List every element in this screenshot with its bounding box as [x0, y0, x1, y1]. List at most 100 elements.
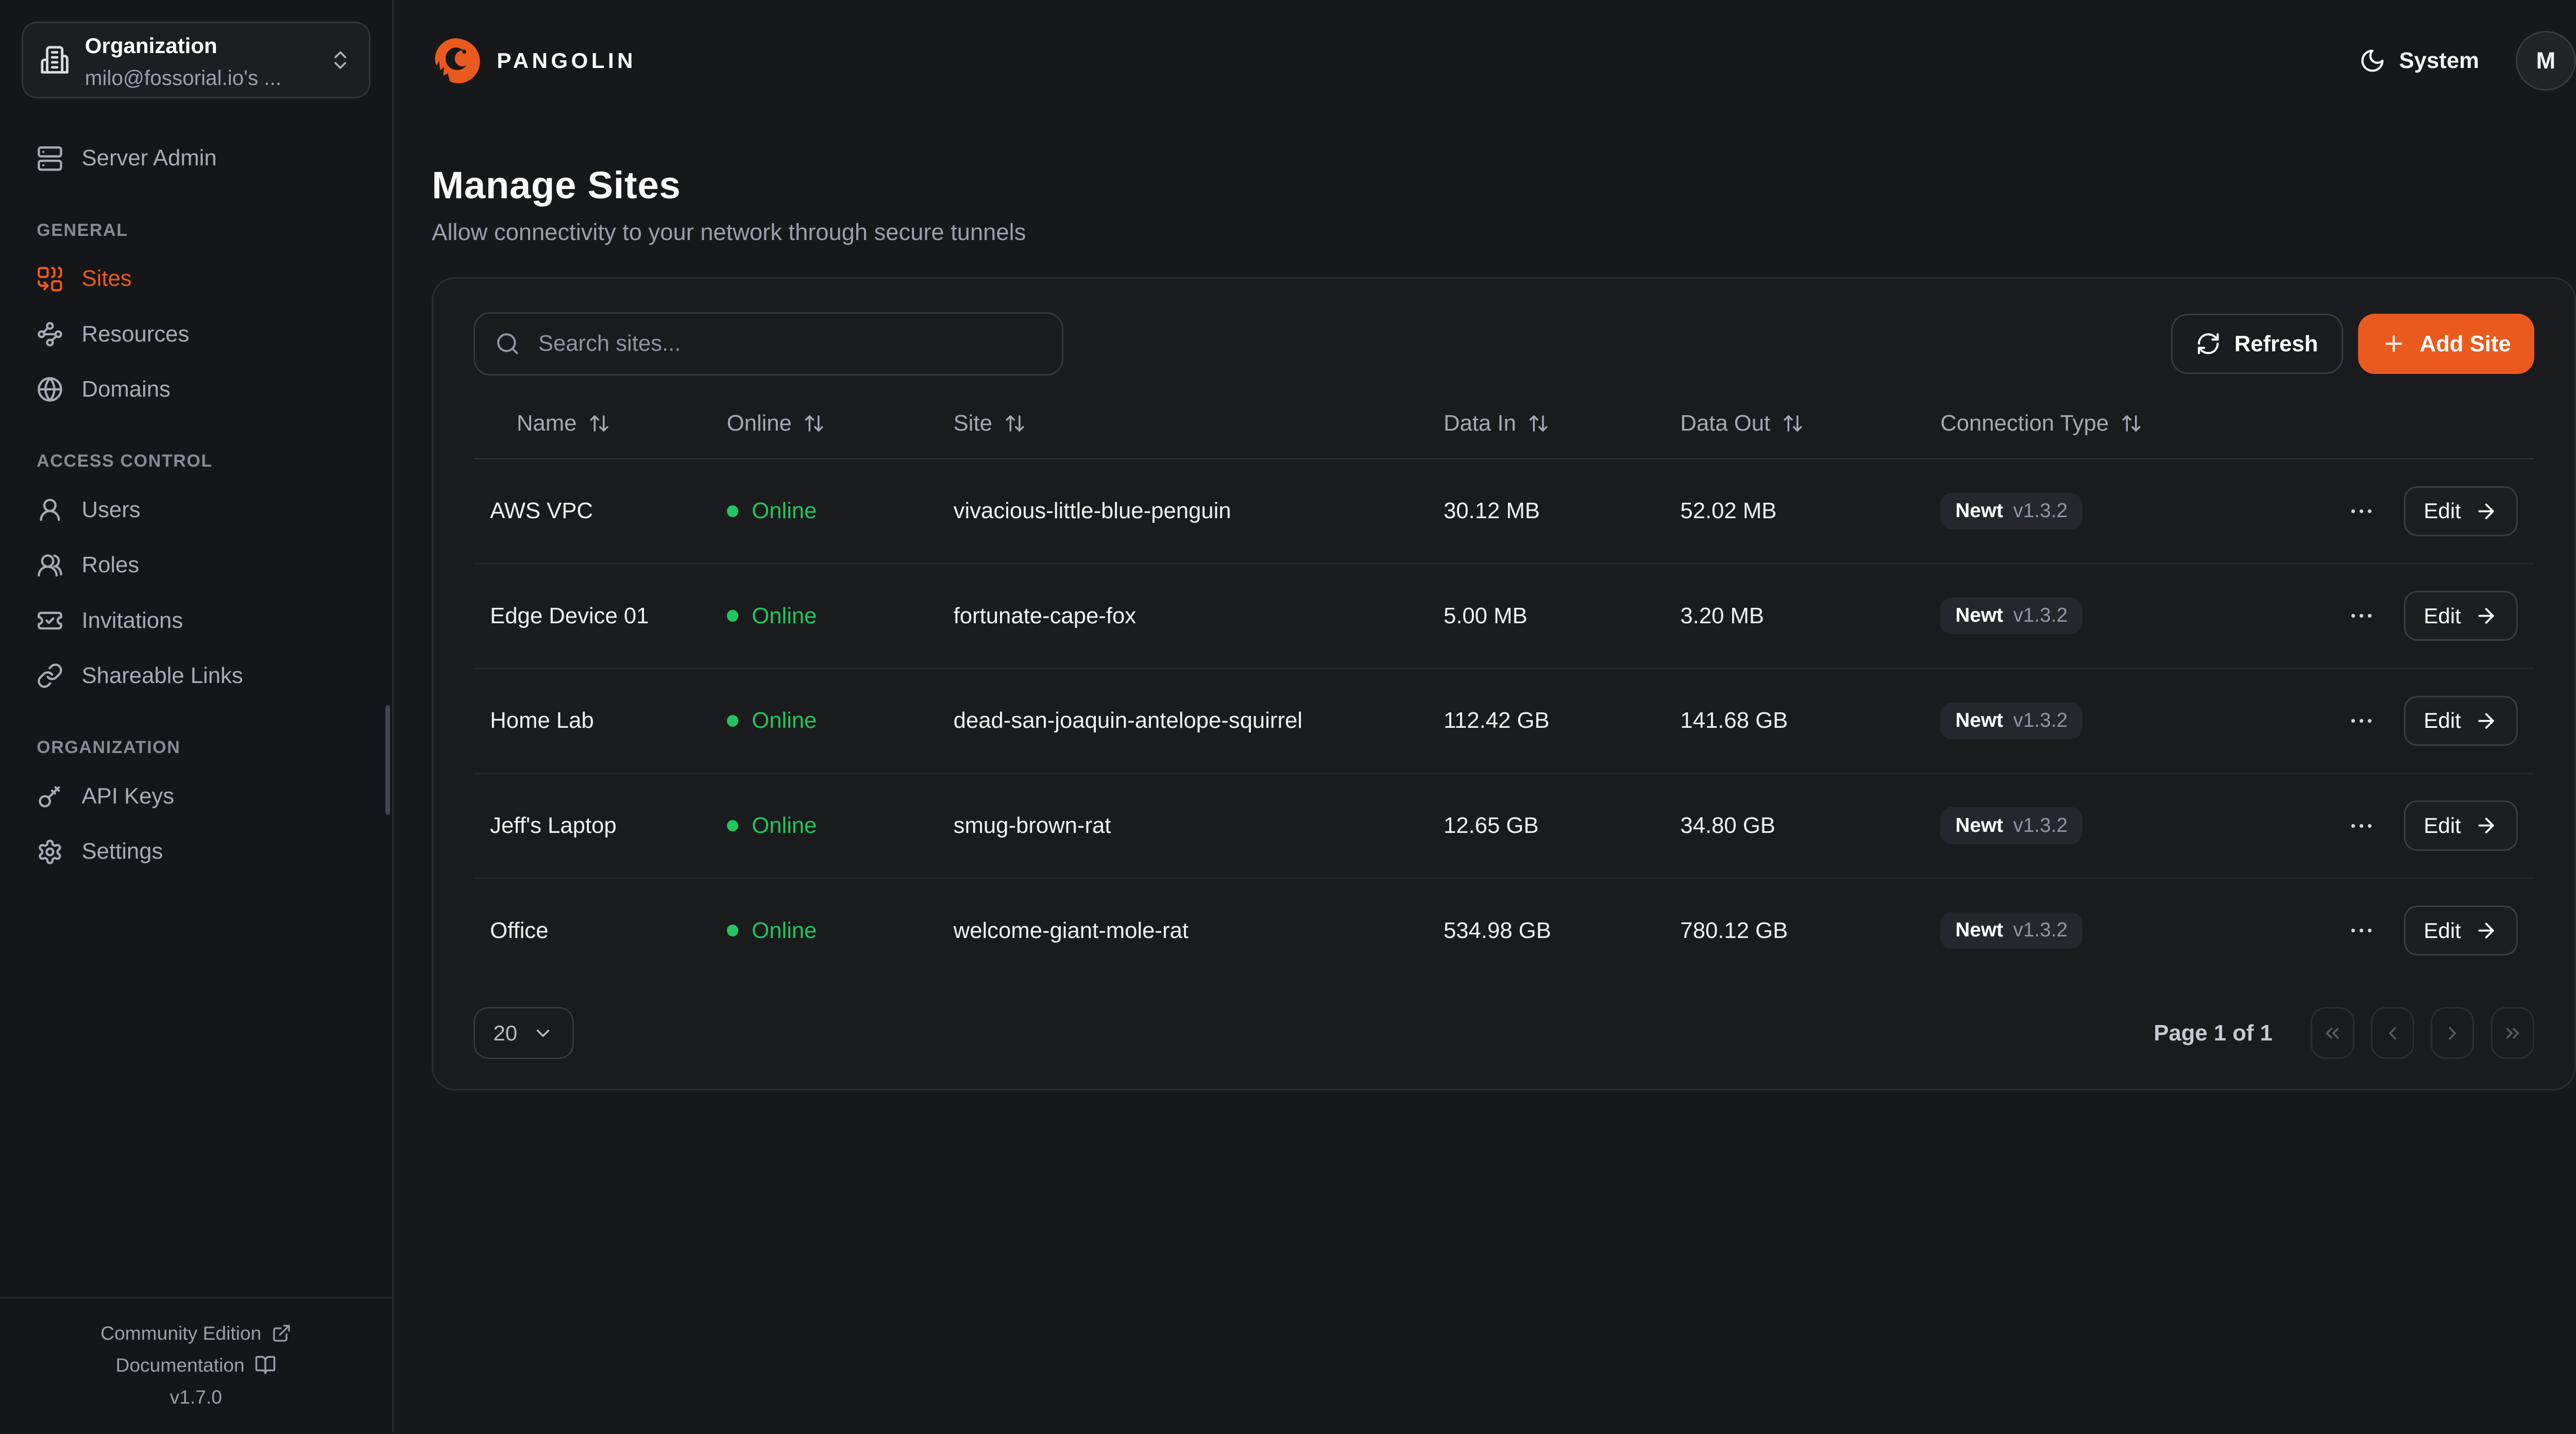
chevron-down-icon	[537, 1029, 550, 1037]
sort-toggle[interactable]: Online	[727, 411, 825, 436]
connection-badge: Newt v1.3.2	[1940, 492, 2083, 530]
sort-toggle[interactable]: Name	[517, 411, 610, 436]
cell-data-in: 112.42 GB	[1427, 668, 1664, 774]
cell-name: Home Lab	[473, 668, 710, 774]
row-menu-button[interactable]	[2344, 913, 2379, 948]
cell-actions: Edit	[2327, 878, 2534, 982]
cell-actions: Edit	[2327, 668, 2534, 774]
cell-name: AWS VPC	[473, 458, 710, 565]
sort-icon	[1006, 415, 1024, 432]
server-icon	[38, 146, 62, 171]
first-page-button[interactable]	[2311, 1007, 2354, 1059]
sidebar-item-invitations[interactable]: Invitations	[23, 594, 368, 647]
cell-connection-type: Newt v1.3.2	[1923, 458, 2327, 565]
cell-data-out: 141.68 GB	[1664, 668, 1924, 774]
sort-toggle[interactable]: Data In	[1444, 411, 1550, 436]
sidebar-scrollbar-thumb[interactable]	[385, 705, 391, 815]
topbar: PANGOLIN System M	[394, 0, 2576, 122]
sidebar-item-settings[interactable]: Settings	[23, 825, 368, 878]
cell-connection-type: Newt v1.3.2	[1923, 773, 2327, 879]
waypoints-icon	[38, 322, 62, 347]
last-page-button[interactable]	[2490, 1007, 2534, 1059]
online-status-dot	[726, 820, 739, 832]
sort-icon	[805, 415, 824, 432]
theme-toggle[interactable]: System	[2359, 47, 2479, 74]
org-switcher[interactable]: Organization milo@fossorial.io's ...	[22, 22, 370, 98]
sidebar-item-server-admin[interactable]: Server Admin	[23, 132, 368, 185]
sidebar-item-label: Resources	[81, 321, 190, 347]
sidebar-item-domains[interactable]: Domains	[23, 363, 368, 416]
sort-icon	[590, 415, 608, 432]
connection-version: v1.3.2	[2013, 709, 2068, 731]
theme-label: System	[2399, 48, 2479, 74]
connection-name: Newt	[1955, 919, 2004, 942]
chevron-right-icon	[2449, 1027, 2456, 1039]
sidebar-item-shareable-links[interactable]: Shareable Links	[23, 649, 368, 703]
key-icon	[39, 786, 60, 808]
sort-toggle[interactable]: Data Out	[1680, 411, 1803, 436]
refresh-button[interactable]: Refresh	[2171, 314, 2343, 374]
sidebar-item-sites[interactable]: Sites	[23, 252, 368, 305]
chevrons-left-icon	[2321, 1022, 2343, 1044]
cell-online: Online	[710, 458, 937, 565]
edit-label: Edit	[2424, 499, 2461, 523]
edit-button[interactable]: Edit	[2403, 486, 2518, 536]
page-status: Page 1 of 1	[2154, 1020, 2273, 1046]
row-menu-button[interactable]	[2344, 599, 2379, 634]
community-edition-link[interactable]: Community Edition	[16, 1317, 375, 1349]
cell-actions: Edit	[2327, 564, 2534, 670]
sort-icon	[2122, 415, 2141, 432]
row-menu-button[interactable]	[2344, 808, 2379, 843]
refresh-icon	[2198, 333, 2219, 354]
arrow-right-icon	[2478, 503, 2494, 519]
avatar[interactable]: M	[2516, 30, 2576, 91]
avatar-initial: M	[2536, 47, 2556, 74]
row-menu-button[interactable]	[2344, 703, 2379, 738]
search-input[interactable]	[535, 329, 1042, 358]
sidebar-item-users[interactable]: Users	[23, 483, 368, 537]
table-row-home-lab: Home Lab Online dead-san-joaquin-antelope-…	[473, 668, 2534, 774]
online-status-dot	[726, 925, 739, 936]
cell-data-in: 12.65 GB	[1427, 773, 1664, 879]
sort-toggle[interactable]: Connection Type	[1940, 411, 2142, 436]
edit-button[interactable]: Edit	[2403, 695, 2518, 746]
connection-name: Newt	[1955, 814, 2004, 836]
section-heading-general: GENERAL	[37, 220, 128, 240]
documentation-link[interactable]: Documentation	[16, 1349, 375, 1381]
cell-online: Online	[710, 564, 937, 670]
row-menu-button[interactable]	[2344, 493, 2379, 528]
edit-button[interactable]: Edit	[2403, 591, 2518, 641]
prev-page-button[interactable]	[2370, 1007, 2414, 1059]
cell-site: vivacious-little-blue-penguin	[937, 458, 1427, 565]
main-area: PANGOLIN System M Manage Sites Allow con…	[394, 0, 2576, 1433]
settings-icon	[39, 839, 61, 864]
sidebar: Organization milo@fossorial.io's ... Ser…	[0, 0, 394, 1433]
edit-button[interactable]: Edit	[2403, 800, 2518, 851]
online-status-label: Online	[752, 603, 817, 628]
ellipsis-icon	[2351, 824, 2372, 828]
chevrons-right-icon	[2506, 1028, 2519, 1039]
next-page-button[interactable]	[2431, 1007, 2475, 1059]
toolbar-actions: Refresh Add Site	[2171, 314, 2534, 374]
plus-icon	[2381, 331, 2406, 356]
moon-icon	[2361, 49, 2384, 72]
cell-data-in: 534.98 GB	[1443, 917, 1551, 943]
sort-toggle[interactable]: Site	[954, 411, 1026, 436]
sidebar-item-label: Users	[81, 497, 141, 522]
page-size-select[interactable]: 20	[473, 1007, 574, 1059]
column-header-online: Online	[710, 388, 937, 459]
org-switcher-title: Organization	[84, 33, 217, 58]
sidebar-item-resources[interactable]: Resources	[23, 308, 368, 361]
sidebar-item-label: Sites	[81, 266, 132, 292]
cell-online: Online	[710, 773, 937, 879]
add-site-button[interactable]: Add Site	[2358, 314, 2534, 374]
chevron-right-icon	[2442, 1022, 2463, 1044]
pager: Page 1 of 1	[2154, 1007, 2534, 1059]
edit-button[interactable]: Edit	[2403, 906, 2518, 956]
cell-name: Jeff's Laptop	[473, 773, 710, 879]
sidebar-item-roles[interactable]: Roles	[23, 538, 368, 592]
sidebar-nav: Server Admin GENERAL Sites Resources Domain…	[0, 120, 392, 1297]
brand: PANGOLIN	[432, 36, 636, 86]
sidebar-item-api-keys[interactable]: API Keys	[23, 770, 368, 823]
